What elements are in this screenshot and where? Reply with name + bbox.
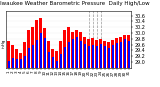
- Bar: [88, 46, 90, 68]
- Bar: [28, 48, 30, 68]
- Bar: [27, 30, 30, 68]
- Bar: [104, 46, 106, 68]
- Bar: [80, 41, 82, 68]
- Bar: [107, 42, 110, 68]
- Bar: [76, 37, 78, 68]
- Bar: [20, 59, 22, 68]
- Text: Milwaukee Weather Barometric Pressure  Daily High/Low: Milwaukee Weather Barometric Pressure Da…: [0, 1, 150, 6]
- Bar: [67, 27, 70, 68]
- Bar: [128, 41, 130, 68]
- Bar: [35, 20, 38, 68]
- Bar: [123, 35, 126, 68]
- Bar: [31, 27, 34, 68]
- Bar: [99, 39, 102, 68]
- Bar: [11, 45, 14, 68]
- Bar: [79, 32, 82, 68]
- Bar: [63, 30, 66, 68]
- Bar: [15, 49, 18, 68]
- Bar: [43, 28, 46, 68]
- Bar: [39, 18, 42, 68]
- Bar: [115, 38, 118, 68]
- Bar: [47, 41, 50, 68]
- Bar: [16, 59, 18, 68]
- Bar: [55, 51, 58, 68]
- Bar: [96, 46, 98, 68]
- Bar: [83, 37, 86, 68]
- Bar: [32, 45, 34, 68]
- Bar: [116, 43, 118, 68]
- Bar: [71, 32, 74, 68]
- Bar: [51, 49, 54, 68]
- Bar: [92, 45, 94, 68]
- Bar: [23, 42, 26, 68]
- Bar: [87, 39, 90, 68]
- Bar: [56, 61, 58, 68]
- Bar: [48, 52, 50, 68]
- Bar: [108, 48, 110, 68]
- Bar: [120, 42, 122, 68]
- Bar: [119, 37, 122, 68]
- Bar: [111, 40, 114, 68]
- Bar: [40, 33, 42, 68]
- Bar: [103, 41, 106, 68]
- Bar: [100, 44, 102, 68]
- Bar: [127, 35, 130, 68]
- Bar: [7, 41, 10, 68]
- Bar: [112, 45, 114, 68]
- Bar: [95, 40, 98, 68]
- Bar: [91, 38, 94, 68]
- Bar: [44, 38, 46, 68]
- Bar: [24, 56, 26, 68]
- Bar: [72, 39, 74, 68]
- Bar: [52, 57, 54, 68]
- Bar: [59, 41, 62, 68]
- Bar: [8, 61, 10, 68]
- Bar: [64, 47, 66, 68]
- Bar: [60, 54, 62, 68]
- Text: inHg: inHg: [2, 39, 6, 48]
- Bar: [75, 30, 78, 68]
- Bar: [68, 42, 70, 68]
- Bar: [12, 58, 14, 68]
- Bar: [124, 39, 126, 68]
- Bar: [36, 40, 38, 68]
- Bar: [84, 44, 86, 68]
- Bar: [19, 53, 22, 68]
